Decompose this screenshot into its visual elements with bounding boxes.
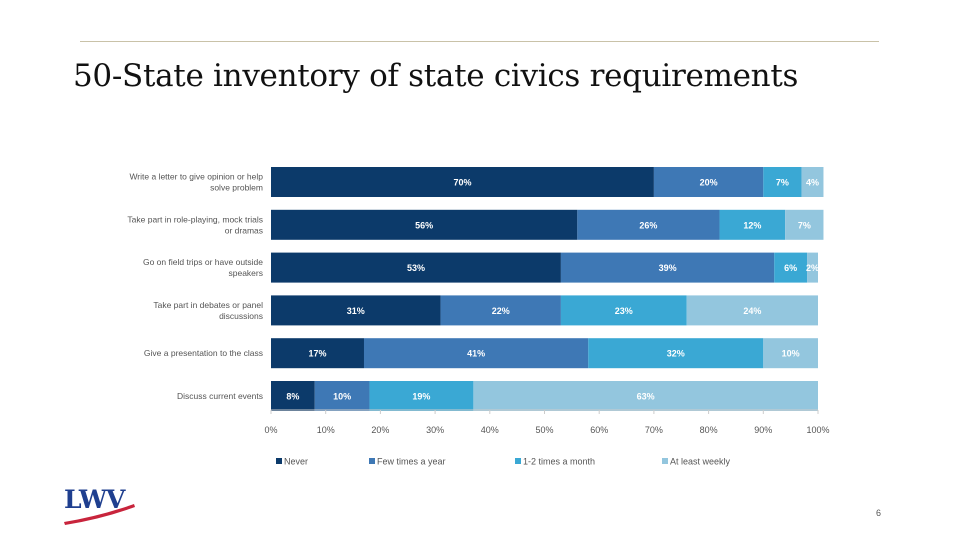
data-label: 26%: [639, 220, 657, 230]
x-tick-label: 50%: [535, 425, 553, 435]
bar-segment: [271, 209, 578, 240]
legend-swatch: [515, 458, 521, 464]
x-tick-label: 20%: [371, 425, 389, 435]
bar-segment: [271, 381, 315, 411]
data-label: 7%: [776, 178, 789, 188]
category-label: Take part in debates or panel: [153, 300, 263, 310]
x-tick-label: 30%: [426, 425, 444, 435]
data-label: 70%: [453, 178, 471, 188]
logo-swoosh: [64, 504, 135, 525]
data-label: 22%: [492, 306, 510, 316]
x-tick-label: 90%: [754, 425, 772, 435]
data-label: 4%: [806, 178, 819, 188]
legend-swatch: [276, 458, 282, 464]
category-label: speakers: [229, 268, 264, 278]
page-number: 6: [876, 508, 882, 518]
data-label: 53%: [407, 263, 425, 273]
data-label: 31%: [347, 306, 365, 316]
bar-segment: [719, 209, 786, 240]
category-label: or dramas: [225, 225, 263, 235]
legend-label: Few times a year: [377, 457, 446, 467]
bar-segment: [271, 252, 561, 283]
bar-segment: [440, 295, 561, 326]
data-label: 39%: [659, 263, 677, 273]
bar-segment: [807, 252, 818, 283]
category-label: Take part in role-playing, mock trials: [127, 214, 263, 224]
category-label: Give a presentation to the class: [144, 348, 263, 358]
data-label: 17%: [308, 349, 326, 359]
bar-segment: [363, 338, 589, 369]
x-tick-label: 10%: [317, 425, 335, 435]
data-label: 63%: [637, 392, 655, 402]
bar-segment: [763, 338, 818, 369]
category-label: Discuss current events: [177, 391, 263, 401]
bar-segment: [763, 167, 802, 197]
bar-segment: [271, 295, 441, 326]
bar-segment: [653, 167, 764, 197]
category-label: solve problem: [210, 183, 263, 193]
bar-segment: [271, 167, 654, 197]
bar-segment: [774, 252, 808, 283]
legend-label: Never: [284, 457, 308, 467]
data-label: 8%: [286, 392, 299, 402]
x-tick-label: 70%: [645, 425, 663, 435]
bar-segment: [801, 167, 824, 197]
lwv-logo: LWV: [64, 485, 135, 525]
category-label: Go on field trips or have outside: [143, 257, 263, 267]
legend-label: 1-2 times a month: [523, 457, 595, 467]
data-label: 19%: [412, 392, 430, 402]
slide-title: 50-State inventory of state civics requi…: [73, 58, 799, 94]
bar-segment: [560, 295, 687, 326]
category-label: discussions: [219, 311, 263, 321]
data-label: 10%: [333, 392, 351, 402]
data-label: 12%: [743, 220, 761, 230]
data-label: 24%: [743, 306, 761, 316]
header-rule: [80, 41, 879, 42]
bar-segment: [369, 381, 474, 411]
bar-segment: [577, 209, 720, 240]
x-tick-label: 40%: [481, 425, 499, 435]
data-label: 2%: [806, 263, 819, 273]
bar-segment: [588, 338, 764, 369]
data-label: 41%: [467, 349, 485, 359]
data-label: 10%: [782, 349, 800, 359]
legend-label: At least weekly: [670, 457, 731, 467]
bar-segment: [473, 381, 818, 411]
logo-wordmark: LWV: [64, 485, 126, 514]
legend-swatch: [369, 458, 375, 464]
x-tick-label: 0%: [264, 425, 277, 435]
bar-segment: [314, 381, 370, 411]
x-tick-label: 100%: [806, 425, 829, 435]
data-label: 6%: [784, 263, 797, 273]
bar-segment: [271, 338, 364, 369]
data-label: 7%: [798, 220, 811, 230]
legend-swatch: [662, 458, 668, 464]
bar-segment: [686, 295, 818, 326]
category-label: Write a letter to give opinion or help: [129, 172, 263, 182]
data-label: 56%: [415, 220, 433, 230]
data-label: 32%: [667, 349, 685, 359]
data-label: 23%: [615, 306, 633, 316]
x-tick-label: 60%: [590, 425, 608, 435]
x-tick-label: 80%: [700, 425, 718, 435]
bar-segment: [560, 252, 775, 283]
data-label: 20%: [700, 178, 718, 188]
bar-segment: [785, 209, 824, 240]
